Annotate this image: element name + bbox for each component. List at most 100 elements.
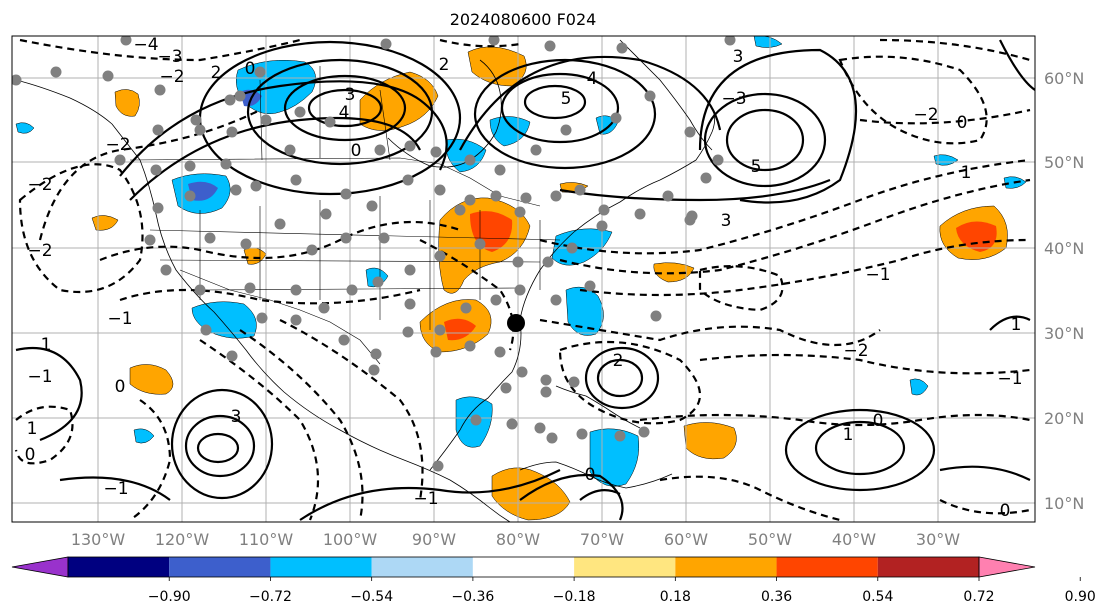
station-marker — [402, 174, 414, 186]
station-marker — [240, 238, 252, 250]
colorbar-tick-label: 0.90 — [1065, 589, 1096, 605]
contour-label: −2 — [105, 135, 130, 155]
station-marker — [346, 284, 358, 296]
station-marker — [200, 324, 212, 336]
station-marker — [256, 312, 268, 324]
colorbar-tick-label: 0.18 — [660, 589, 691, 605]
station-marker — [530, 144, 542, 156]
station-marker — [614, 430, 626, 442]
contour-label: 4 — [587, 69, 598, 89]
station-marker — [338, 334, 350, 346]
contour-label: 5 — [561, 89, 572, 109]
lat-tick-label: 60°N — [1044, 69, 1084, 88]
longitude-labels: 130°W 120°W 110°W 100°W 90°W 80°W 70°W 60°W 50°W… — [71, 530, 960, 549]
station-marker — [184, 160, 196, 172]
colorbar-tick-label: −0.54 — [350, 589, 393, 605]
station-marker — [686, 210, 698, 222]
station-marker — [372, 276, 384, 288]
contour-label: −1 — [107, 309, 132, 329]
shade-blue-small-1 — [15, 122, 35, 134]
latitude-labels: 60°N 50°N 40°N 30°N 20°N 10°N — [1044, 69, 1084, 513]
contour-label: −1 — [865, 265, 890, 285]
colorbar-segment — [877, 557, 979, 577]
station-marker — [566, 242, 578, 254]
contour-label: 3 — [733, 47, 744, 67]
contour-label: 4 — [339, 103, 350, 123]
contour-label: −2 — [27, 175, 52, 195]
shade-orange-hudson-w — [359, 71, 439, 131]
station-marker — [584, 280, 596, 292]
contour-label: 3 — [721, 211, 732, 231]
shade-darkblue-pacnw — [188, 181, 218, 201]
station-marker — [520, 192, 532, 204]
station-marker — [220, 158, 232, 170]
station-marker — [154, 84, 166, 96]
station-marker — [340, 232, 352, 244]
colorbar: −0.90 −0.72 −0.54 −0.36 −0.18 0.18 0.36 0.54 0.7… — [11, 556, 1096, 605]
contour-label: 0 — [115, 377, 126, 397]
colorbar-extend-high — [978, 556, 1036, 578]
contour-label: −2 — [27, 241, 52, 261]
lon-tick-label: 80°W — [496, 530, 540, 549]
colorbar-tick-label: −0.90 — [148, 589, 191, 605]
colorbar-segment — [169, 557, 271, 577]
contour-label: 1 — [41, 335, 52, 355]
station-marker — [488, 36, 500, 46]
contour-label: −1 — [997, 369, 1022, 389]
station-marker — [540, 386, 552, 398]
station-marker — [380, 38, 392, 50]
station-marker — [404, 264, 416, 276]
map-title: 2024080600 F024 — [450, 10, 597, 29]
station-marker — [460, 302, 472, 314]
highlight-marker — [507, 314, 525, 332]
shade-orange-atl-tropic — [683, 422, 737, 460]
station-marker — [430, 346, 442, 358]
station-marker — [544, 40, 556, 52]
contour-label: 3 — [345, 85, 356, 105]
station-marker — [560, 124, 572, 136]
shade-blue-small-6 — [933, 154, 959, 166]
shade-red-gulf — [444, 318, 476, 341]
colorbar-segment — [270, 557, 372, 577]
station-marker — [514, 284, 526, 296]
station-marker — [712, 154, 724, 166]
contour-label: −2 — [843, 341, 868, 361]
station-marker — [470, 414, 482, 426]
station-marker — [226, 350, 238, 362]
station-marker — [284, 144, 296, 156]
station-markers — [12, 36, 736, 472]
station-marker — [700, 172, 712, 184]
station-marker — [434, 250, 446, 262]
colorbar-tick-label: 0.36 — [761, 589, 792, 605]
lon-tick-label: 120°W — [155, 530, 210, 549]
station-marker — [324, 116, 336, 128]
station-marker — [404, 140, 416, 152]
station-marker — [250, 180, 262, 192]
station-marker — [434, 184, 446, 196]
station-marker — [290, 284, 302, 296]
lon-tick-label: 70°W — [580, 530, 624, 549]
shade-blue-atlantic — [565, 286, 604, 336]
station-marker — [724, 36, 736, 46]
station-marker — [596, 220, 608, 232]
contour-label: 1 — [843, 425, 854, 445]
station-marker — [514, 206, 526, 218]
station-marker — [226, 126, 238, 138]
contour-label: 0 — [585, 465, 596, 485]
contour-label: −2 — [913, 105, 938, 125]
station-marker — [598, 204, 610, 216]
station-marker — [432, 460, 444, 472]
station-marker — [610, 112, 622, 124]
station-marker — [534, 422, 546, 434]
shade-orange-baffin — [467, 46, 527, 87]
colorbar-segment — [776, 557, 878, 577]
station-marker — [368, 364, 380, 376]
station-marker — [634, 208, 646, 220]
station-marker — [516, 366, 528, 378]
lon-tick-label: 130°W — [71, 530, 126, 549]
lat-tick-label: 10°N — [1044, 494, 1084, 513]
station-marker — [684, 126, 696, 138]
station-marker — [374, 144, 386, 156]
